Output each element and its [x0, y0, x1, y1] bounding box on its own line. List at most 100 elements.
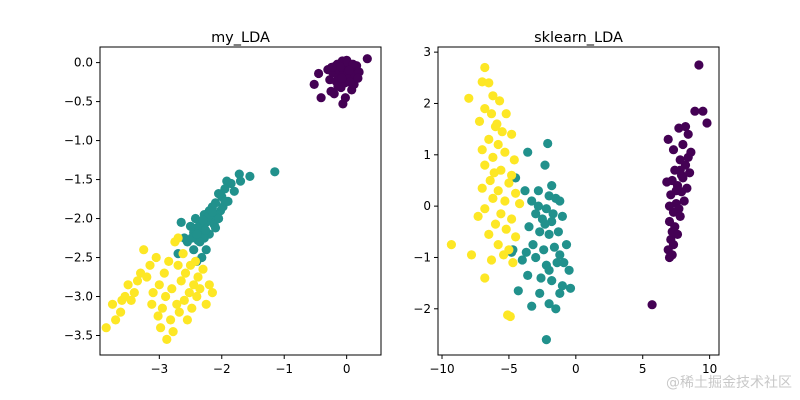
scatter-point	[161, 291, 171, 302]
scatter-point	[555, 196, 565, 206]
scatter-point	[101, 323, 111, 333]
scatter-point	[504, 178, 514, 188]
scatter-point	[664, 252, 675, 263]
x-tick-label: −2	[213, 362, 231, 376]
scatter-point	[497, 127, 507, 137]
scatter-point	[702, 118, 712, 128]
scatter-point	[507, 129, 517, 139]
scatter-point	[671, 186, 681, 196]
scatter-point	[517, 255, 527, 265]
scatter-point	[195, 237, 205, 247]
scatter-point	[327, 62, 337, 72]
scatter-point	[192, 229, 202, 239]
scatter-point	[473, 211, 483, 221]
scatter-point	[510, 232, 521, 242]
scatter-point	[477, 145, 487, 155]
scatter-point	[173, 260, 183, 270]
scatter-point	[559, 258, 569, 268]
scatter-point	[474, 116, 485, 126]
scatter-point	[527, 301, 537, 311]
scatter-point	[549, 242, 560, 252]
scatter-point	[553, 227, 564, 237]
y-tick-label: −2	[413, 302, 431, 316]
scatter-point	[507, 214, 517, 224]
scatter-point	[333, 81, 343, 91]
scatter-point	[513, 286, 523, 296]
scatter-point	[662, 177, 672, 187]
scatter-point	[111, 315, 121, 325]
scatter-point	[679, 196, 689, 206]
scatter-point	[488, 91, 498, 101]
scatter-point	[129, 288, 139, 298]
scatter-point	[464, 93, 474, 103]
scatter-point	[501, 224, 511, 234]
scatter-point	[508, 258, 518, 268]
scatter-point	[145, 260, 155, 270]
scatter-point	[541, 335, 552, 345]
scatter-point	[521, 247, 531, 257]
scatter-point	[680, 122, 691, 132]
scatter-point	[675, 165, 685, 175]
y-tick-label: −2.5	[64, 251, 93, 265]
scatter-point	[195, 284, 205, 294]
scatter-point	[565, 283, 576, 293]
scatter-point	[493, 186, 503, 196]
scatter-point	[220, 184, 230, 194]
scatter-point	[523, 147, 533, 157]
scatter-point	[484, 229, 494, 239]
scatter-point	[214, 189, 224, 199]
scatter-point	[116, 307, 126, 317]
scatter-point	[353, 73, 363, 83]
scatter-point	[164, 256, 174, 266]
scatter-point	[210, 223, 221, 233]
scatter-point	[540, 219, 550, 229]
scatter-point	[190, 213, 201, 224]
scatter-point	[179, 295, 189, 305]
scatter-point	[535, 288, 545, 298]
scatter-point	[192, 291, 202, 302]
scatter-point	[505, 311, 515, 322]
scatter-point	[198, 215, 208, 225]
scatter-point	[159, 268, 169, 278]
scatter-point	[489, 168, 499, 178]
scatter-point	[548, 209, 558, 219]
scatter-point	[477, 183, 487, 193]
y-tick-label: 3	[423, 45, 431, 59]
scatter-point	[162, 334, 172, 344]
scatter-point	[214, 213, 224, 224]
scatter-point	[533, 186, 544, 196]
scatter-point	[501, 109, 511, 119]
x-tick-label: 5	[639, 362, 647, 376]
scatter-point	[551, 304, 561, 314]
y-tick-label: −1	[413, 250, 431, 264]
scatter-point	[480, 62, 490, 73]
scatter-point	[524, 222, 534, 232]
scatter-point	[151, 252, 161, 263]
scatter-point	[492, 119, 502, 129]
scatter-point	[543, 138, 553, 149]
scatter-point	[245, 171, 255, 181]
x-ticks: −3 −2 −1 0	[150, 355, 350, 376]
scatter-point	[663, 134, 673, 144]
plot-title: sklearn_LDA	[534, 30, 623, 46]
scatter-point	[480, 104, 490, 114]
scatter-point	[564, 265, 574, 275]
scatter-point	[107, 299, 118, 309]
scatter-point	[157, 303, 167, 313]
scatter-point	[557, 211, 568, 221]
scatter-point	[683, 129, 693, 139]
scatter-point	[541, 204, 552, 214]
points	[101, 54, 372, 344]
scatter-point	[270, 167, 280, 177]
scatter-point	[647, 300, 657, 310]
scatter-point	[552, 258, 562, 268]
scatter-point	[166, 315, 176, 325]
x-ticks: −10 −5 0 5 10	[429, 355, 717, 376]
x-tick-label: −10	[429, 362, 454, 376]
scatter-point	[201, 245, 211, 255]
scatter-point	[544, 229, 554, 239]
scatter-point	[488, 152, 498, 162]
scatter-point	[678, 139, 688, 150]
scatter-point	[204, 280, 214, 290]
scatter-point	[484, 78, 494, 88]
